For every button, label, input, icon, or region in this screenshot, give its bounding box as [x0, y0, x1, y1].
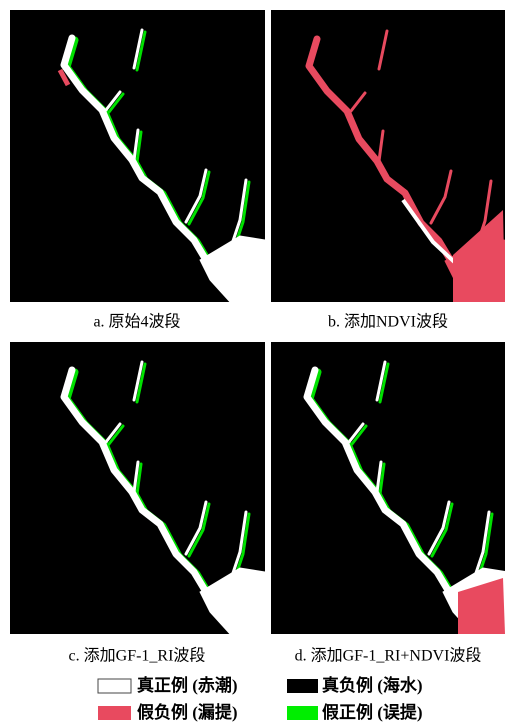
- legend-label: 真正例 (赤潮): [137, 675, 238, 695]
- map-panel: [271, 10, 505, 303]
- panel-caption: b. 添加NDVI波段: [328, 313, 448, 331]
- panel-caption: a. 原始4波段: [93, 313, 180, 331]
- legend-label: 假负例 (漏提): [137, 702, 238, 722]
- map-panel: [271, 342, 505, 636]
- legend-swatch: [98, 679, 131, 693]
- legend-label: 真负例 (海水): [322, 675, 423, 695]
- panel-caption: c. 添加GF-1_RI波段: [69, 647, 206, 665]
- legend-label: 假正例 (误提): [322, 702, 423, 722]
- map-panel: [10, 342, 268, 636]
- legend-swatch: [98, 706, 131, 720]
- legend-swatch: [287, 679, 318, 693]
- legend-swatch: [287, 706, 318, 720]
- map-panel: [10, 10, 268, 304]
- figure: a. 原始4波段 b. 添加NDVI波段 c. 添加GF-1_RI波段 d. 添…: [0, 0, 505, 726]
- panel-caption: d. 添加GF-1_RI+NDVI波段: [295, 647, 482, 665]
